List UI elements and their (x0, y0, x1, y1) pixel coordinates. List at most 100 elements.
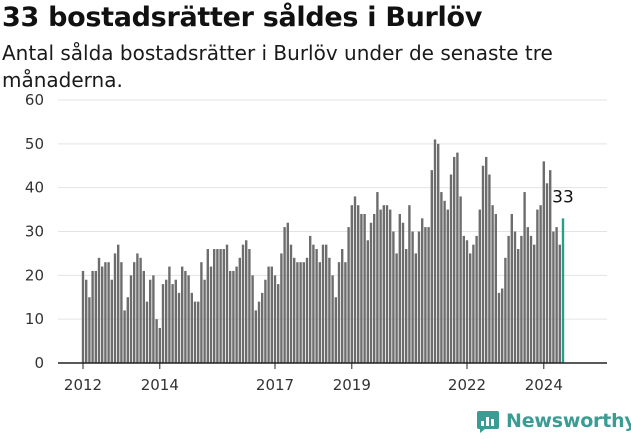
brand-name: Newsworthy (506, 410, 631, 432)
bar (277, 284, 280, 363)
x-tick-label: 2024 (525, 376, 563, 394)
x-tick-label: 2014 (141, 376, 179, 394)
y-tick-label: 50 (25, 135, 44, 153)
bar (206, 249, 209, 363)
bar (545, 183, 549, 363)
bar (187, 275, 190, 363)
bar (273, 275, 277, 363)
bar (305, 257, 309, 363)
bar (251, 275, 254, 363)
bar (94, 270, 97, 363)
bar (197, 301, 200, 363)
bar (270, 266, 273, 363)
bar (309, 235, 312, 363)
bar (261, 292, 264, 363)
bar (446, 209, 449, 363)
bar (449, 174, 453, 363)
bar (267, 266, 270, 363)
bar (558, 244, 561, 363)
bar (241, 244, 245, 363)
bar (389, 209, 392, 363)
bar (232, 270, 235, 363)
bar-highlight (561, 218, 565, 363)
bar (174, 279, 177, 363)
bar (424, 227, 427, 363)
bar (161, 284, 165, 363)
bar (523, 192, 526, 363)
bar (91, 270, 94, 363)
bar (382, 205, 385, 363)
x-axis-ticks: 2012 2014 2017 2019 2022 2024 (64, 363, 563, 394)
bar (488, 174, 491, 363)
bar (507, 235, 510, 363)
bar (286, 222, 289, 363)
bar (104, 262, 107, 363)
bar (430, 170, 433, 363)
bar (395, 253, 398, 363)
bar (149, 279, 152, 363)
bar (264, 279, 267, 363)
bar (257, 301, 261, 363)
bar (497, 292, 501, 363)
bar (494, 213, 497, 363)
bar (363, 213, 366, 363)
bar (200, 262, 203, 363)
bar (504, 257, 507, 363)
bar (184, 270, 187, 363)
x-tick-label: 2019 (333, 376, 371, 394)
bar (302, 262, 305, 363)
bar (328, 257, 331, 363)
bar (222, 249, 225, 363)
y-tick-label: 60 (25, 91, 44, 109)
bar (88, 297, 91, 363)
bar (411, 231, 414, 363)
bar (193, 301, 197, 363)
bar (414, 253, 417, 363)
bar (113, 253, 117, 363)
bar (392, 231, 395, 363)
bar (139, 257, 142, 363)
bar (168, 266, 171, 363)
bar (462, 235, 465, 363)
bar (433, 139, 437, 363)
bar (440, 192, 443, 363)
bar (101, 266, 104, 363)
bar (459, 196, 462, 363)
bar (533, 244, 536, 363)
bar (366, 240, 369, 363)
bar (296, 262, 299, 363)
bar (549, 170, 552, 363)
bar (293, 257, 296, 363)
bar (129, 275, 133, 363)
annotations: 33 (552, 187, 574, 207)
bar (417, 231, 421, 363)
bar (248, 249, 251, 363)
bar (110, 279, 113, 363)
bar-chart: 0 10 20 30 40 50 60 2012 2014 2017 2019 2022 2024 3… (25, 91, 607, 394)
y-tick-label: 20 (25, 266, 44, 284)
bar (353, 196, 357, 363)
bar (283, 227, 286, 363)
y-tick-label: 40 (25, 179, 44, 197)
bar (539, 205, 542, 363)
bar (254, 310, 257, 363)
bar (117, 244, 120, 363)
bar (142, 270, 145, 363)
bar (344, 262, 347, 363)
bar (536, 209, 539, 363)
bar (385, 205, 389, 363)
bar (529, 235, 533, 363)
bar (337, 262, 341, 363)
bar (501, 288, 504, 363)
bar (376, 192, 379, 363)
bar (155, 319, 158, 363)
bar (209, 266, 213, 363)
bar (520, 235, 523, 363)
x-tick-label: 2022 (448, 376, 486, 394)
bar (485, 156, 488, 363)
bar (158, 327, 161, 363)
y-tick-label: 10 (25, 310, 44, 328)
bar (360, 213, 363, 363)
bar (552, 231, 555, 363)
bar (331, 275, 334, 363)
